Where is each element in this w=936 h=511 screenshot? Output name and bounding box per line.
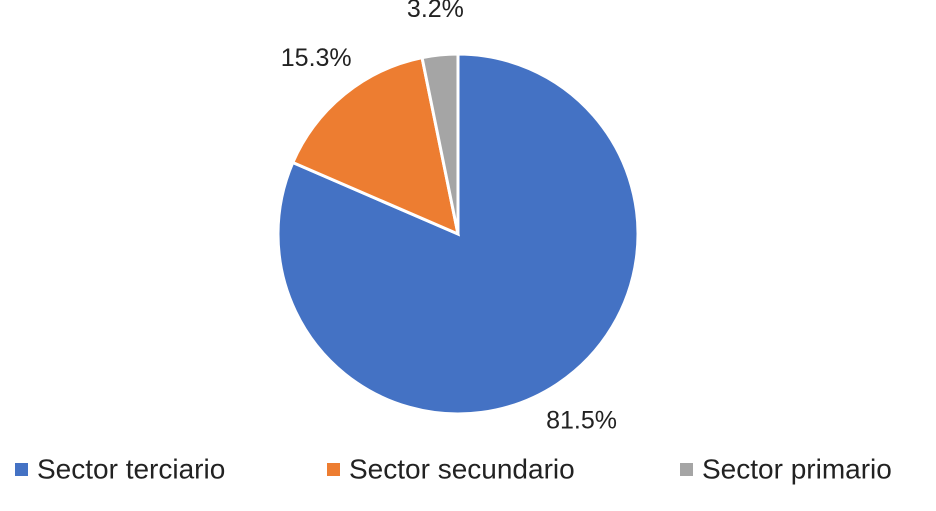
value-label: 3.2% xyxy=(407,0,464,23)
legend-label: Sector secundario xyxy=(349,453,575,484)
legend-swatch xyxy=(327,463,340,476)
legend-swatch xyxy=(15,463,28,476)
value-label: 15.3% xyxy=(281,44,352,72)
legend-label: Sector terciario xyxy=(37,453,225,484)
pie-slice xyxy=(420,52,460,235)
pie-slice xyxy=(290,55,461,237)
value-label: 81.5% xyxy=(546,407,617,435)
legend-label: Sector primario xyxy=(702,453,892,484)
legend-swatch xyxy=(680,463,693,476)
